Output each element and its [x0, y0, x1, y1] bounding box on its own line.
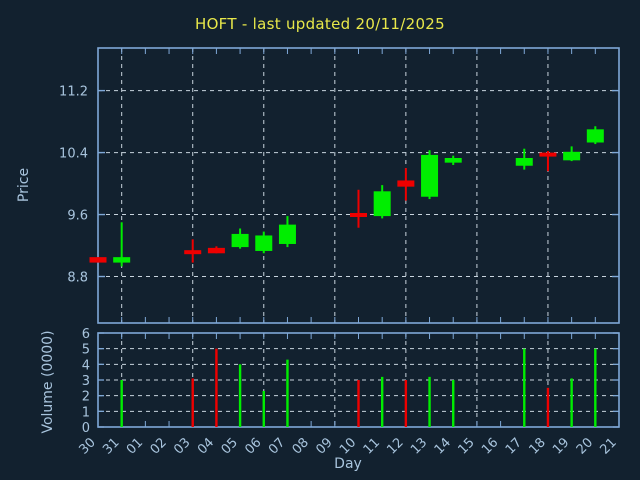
price-panel-frame: [97, 47, 620, 324]
volume-tick-label-2: 2: [82, 390, 90, 405]
day-tick-label-01: 01: [124, 435, 146, 457]
day-tick-label-06: 06: [242, 435, 264, 457]
day-tick-label-08: 08: [290, 435, 312, 457]
candle-body-12: [397, 180, 415, 187]
day-tick-label-16: 16: [479, 435, 501, 457]
candle-body-19: [563, 151, 581, 161]
candle-body-11: [373, 191, 391, 217]
price-panel-background: [98, 48, 619, 323]
candle-body-10: [350, 213, 367, 217]
day-tick-label-07: 07: [266, 435, 288, 457]
volume-axis-title: Volume (0000): [40, 330, 56, 433]
price-tick-label-9.6: 9.6: [67, 209, 88, 224]
day-tick-label-02: 02: [148, 435, 170, 457]
day-tick-label-14: 14: [432, 435, 454, 457]
day-tick-label-30: 30: [77, 435, 99, 457]
chart-title: HOFT - last updated 20/11/2025: [195, 15, 445, 33]
day-tick-label-03: 03: [171, 435, 193, 457]
day-tick-label-20: 20: [574, 435, 596, 457]
candle-body-04: [207, 247, 225, 254]
day-tick-label-12: 12: [384, 435, 406, 457]
price-tick-label-11.2: 11.2: [59, 85, 88, 100]
price-axis-title: Price: [16, 168, 32, 202]
day-tick-label-09: 09: [313, 435, 335, 457]
candle-body-14: [444, 158, 462, 163]
day-tick-label-31: 31: [100, 435, 122, 457]
volume-tick-label-0: 0: [82, 421, 90, 436]
candle-body-06: [255, 235, 273, 251]
candle-body-17: [515, 158, 533, 166]
day-tick-label-18: 18: [526, 435, 548, 457]
candle-body-18: [539, 152, 557, 157]
price-tick-label-8.8: 8.8: [67, 271, 88, 286]
volume-tick-label-1: 1: [82, 405, 90, 420]
volume-tick-label-4: 4: [82, 358, 90, 373]
x-axis-title: Day: [334, 456, 362, 472]
volume-tick-label-5: 5: [82, 343, 90, 358]
day-tick-label-05: 05: [219, 435, 241, 457]
candle-body-05: [231, 233, 249, 248]
candle-body-03: [184, 250, 202, 255]
volume-tick-label-6: 6: [82, 327, 90, 342]
day-tick-label-17: 17: [503, 435, 525, 457]
day-tick-label-21: 21: [598, 435, 620, 457]
day-tick-label-04: 04: [195, 435, 217, 457]
candle-body-30: [89, 257, 107, 263]
day-tick-label-10: 10: [337, 435, 359, 457]
candle-body-31: [113, 257, 131, 263]
day-tick-label-15: 15: [455, 435, 477, 457]
candle-body-20: [586, 129, 604, 143]
day-tick-label-11: 11: [361, 435, 383, 457]
price-tick-label-10.4: 10.4: [59, 147, 88, 162]
volume-tick-label-3: 3: [82, 374, 90, 389]
day-tick-label-19: 19: [550, 435, 572, 457]
candle-body-13: [421, 154, 439, 197]
candle-body-07: [278, 224, 296, 244]
day-tick-label-13: 13: [408, 435, 430, 457]
